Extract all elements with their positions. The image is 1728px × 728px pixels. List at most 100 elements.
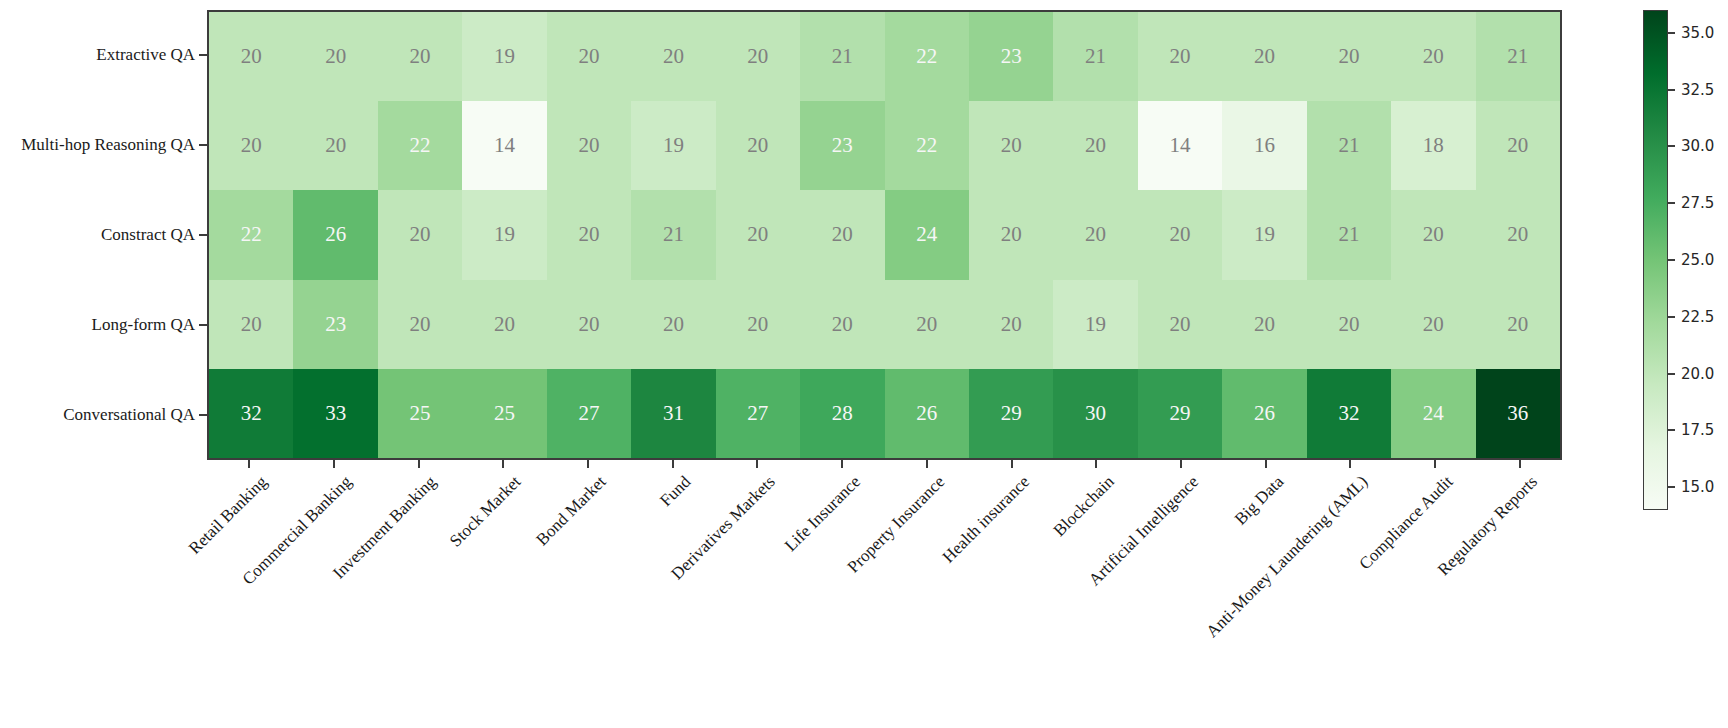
x-tick-label: Health insurance bbox=[938, 472, 1033, 567]
heatmap-cell: 18 bbox=[1391, 101, 1475, 190]
heatmap-cell: 14 bbox=[1138, 101, 1222, 190]
heatmap-cell: 20 bbox=[969, 190, 1053, 279]
cell-value: 20 bbox=[1085, 135, 1106, 156]
cell-value: 20 bbox=[1001, 224, 1022, 245]
heatmap-cell: 27 bbox=[547, 369, 631, 458]
heatmap-cell: 20 bbox=[1391, 280, 1475, 369]
cell-value: 32 bbox=[1338, 403, 1359, 424]
cell-value: 23 bbox=[325, 314, 346, 335]
heatmap-cell: 14 bbox=[462, 101, 546, 190]
x-tick-label: Fund bbox=[656, 472, 695, 511]
heatmap-cell: 24 bbox=[885, 190, 969, 279]
cell-value: 20 bbox=[1170, 314, 1191, 335]
cell-value: 20 bbox=[1507, 135, 1528, 156]
heatmap-cell: 20 bbox=[716, 190, 800, 279]
x-tick-mark bbox=[1434, 460, 1436, 468]
heatmap-cell: 20 bbox=[547, 190, 631, 279]
cell-value: 24 bbox=[916, 224, 937, 245]
heatmap-grid: 2020201920202021222321202020202120202214… bbox=[207, 10, 1562, 460]
cell-value: 20 bbox=[410, 224, 431, 245]
cell-value: 20 bbox=[1338, 46, 1359, 67]
heatmap-cell: 20 bbox=[716, 12, 800, 101]
x-tick-mark bbox=[926, 460, 928, 468]
cell-value: 20 bbox=[241, 135, 262, 156]
heatmap-cell: 23 bbox=[969, 12, 1053, 101]
cell-value: 20 bbox=[325, 46, 346, 67]
y-tick-label: Constract QA bbox=[0, 224, 195, 246]
cell-value: 20 bbox=[1001, 314, 1022, 335]
cell-value: 22 bbox=[410, 135, 431, 156]
cell-value: 22 bbox=[916, 46, 937, 67]
x-tick-label: Life Insurance bbox=[780, 472, 864, 556]
heatmap-cell: 31 bbox=[631, 369, 715, 458]
cell-value: 20 bbox=[1423, 224, 1444, 245]
cell-value: 36 bbox=[1507, 403, 1528, 424]
heatmap-cell: 26 bbox=[293, 190, 377, 279]
cell-value: 20 bbox=[241, 314, 262, 335]
cell-value: 20 bbox=[1254, 46, 1275, 67]
y-tick-mark bbox=[199, 324, 207, 326]
heatmap-cell: 20 bbox=[209, 12, 293, 101]
cell-value: 20 bbox=[1170, 224, 1191, 245]
heatmap-cell: 29 bbox=[969, 369, 1053, 458]
heatmap-cell: 21 bbox=[1307, 190, 1391, 279]
x-tick-mark bbox=[587, 460, 589, 468]
cell-value: 25 bbox=[410, 403, 431, 424]
y-tick-mark bbox=[199, 414, 207, 416]
colorbar-tick-mark bbox=[1668, 202, 1675, 204]
cell-value: 20 bbox=[1170, 46, 1191, 67]
cell-value: 19 bbox=[494, 224, 515, 245]
colorbar-tick-label: 20.0 bbox=[1681, 365, 1714, 383]
heatmap-cell: 20 bbox=[716, 280, 800, 369]
y-tick-mark bbox=[199, 234, 207, 236]
colorbar-tick-label: 17.5 bbox=[1681, 421, 1714, 439]
cell-value: 20 bbox=[494, 314, 515, 335]
heatmap-cell: 20 bbox=[716, 101, 800, 190]
cell-value: 21 bbox=[1085, 46, 1106, 67]
heatmap-cell: 20 bbox=[1222, 12, 1306, 101]
cell-value: 20 bbox=[832, 314, 853, 335]
cell-value: 26 bbox=[325, 224, 346, 245]
x-tick-label: Big Data bbox=[1231, 472, 1288, 529]
cell-value: 26 bbox=[916, 403, 937, 424]
heatmap-cell: 20 bbox=[209, 101, 293, 190]
heatmap-cell: 27 bbox=[716, 369, 800, 458]
heatmap-cell: 20 bbox=[631, 12, 715, 101]
colorbar-tick-label: 27.5 bbox=[1681, 194, 1714, 212]
heatmap-cell: 20 bbox=[1053, 190, 1137, 279]
cell-value: 14 bbox=[494, 135, 515, 156]
cell-value: 20 bbox=[578, 135, 599, 156]
heatmap-figure: 2020201920202021222321202020202120202214… bbox=[0, 0, 1728, 728]
x-tick-label: Bond Market bbox=[532, 472, 610, 550]
cell-value: 23 bbox=[832, 135, 853, 156]
x-tick-mark bbox=[333, 460, 335, 468]
x-tick-mark bbox=[1519, 460, 1521, 468]
heatmap-cell: 20 bbox=[1476, 280, 1560, 369]
heatmap-cell: 25 bbox=[378, 369, 462, 458]
y-tick-label: Conversational QA bbox=[0, 404, 195, 426]
x-tick-mark bbox=[502, 460, 504, 468]
heatmap-cell: 20 bbox=[378, 280, 462, 369]
cell-value: 25 bbox=[494, 403, 515, 424]
cell-value: 20 bbox=[1423, 314, 1444, 335]
colorbar-tick-mark bbox=[1668, 89, 1675, 91]
cell-value: 27 bbox=[578, 403, 599, 424]
x-tick-mark bbox=[756, 460, 758, 468]
x-tick-mark bbox=[1349, 460, 1351, 468]
cell-value: 21 bbox=[832, 46, 853, 67]
heatmap-cell: 29 bbox=[1138, 369, 1222, 458]
heatmap-cell: 20 bbox=[1476, 190, 1560, 279]
heatmap-cell: 20 bbox=[378, 12, 462, 101]
heatmap-cell: 20 bbox=[1053, 101, 1137, 190]
cell-value: 29 bbox=[1001, 403, 1022, 424]
cell-value: 32 bbox=[241, 403, 262, 424]
cell-value: 20 bbox=[747, 314, 768, 335]
colorbar-tick-label: 22.5 bbox=[1681, 308, 1714, 326]
heatmap-cell: 20 bbox=[462, 280, 546, 369]
heatmap-cell: 21 bbox=[1053, 12, 1137, 101]
heatmap-cell: 25 bbox=[462, 369, 546, 458]
colorbar-tick-mark bbox=[1668, 32, 1675, 34]
heatmap-cell: 26 bbox=[1222, 369, 1306, 458]
heatmap-cell: 22 bbox=[378, 101, 462, 190]
heatmap-cell: 20 bbox=[1307, 280, 1391, 369]
